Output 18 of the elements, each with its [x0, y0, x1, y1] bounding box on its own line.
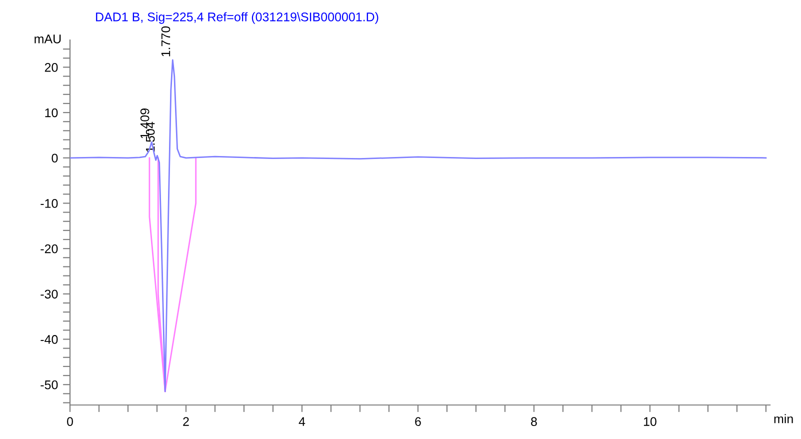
y-tick-label: -40: [40, 335, 58, 344]
y-tick-label: 0: [52, 154, 58, 163]
y-tick-label: 20: [44, 63, 58, 72]
chart-title: DAD1 B, Sig=225,4 Ref=off (031219\SIB000001.D): [96, 12, 378, 24]
y-tick-label: -50: [40, 380, 58, 390]
x-axis-title: min: [774, 414, 793, 424]
y-tick-label: 10: [45, 108, 58, 118]
y-tick-label: -30: [40, 290, 58, 299]
y-tick-label: -10: [40, 199, 58, 208]
x-tick-label: 4: [298, 417, 306, 426]
y-axis-title: mAU: [34, 34, 61, 44]
x-tick-label: 8: [531, 417, 537, 426]
x-tick-label: 2: [183, 417, 189, 426]
y-tick-label: -20: [40, 244, 58, 254]
x-tick-label: 10: [644, 417, 656, 426]
x-tick-label: 0: [67, 417, 73, 426]
annotation: 1.770: [161, 26, 170, 56]
x-tick-label: 6: [415, 417, 421, 426]
